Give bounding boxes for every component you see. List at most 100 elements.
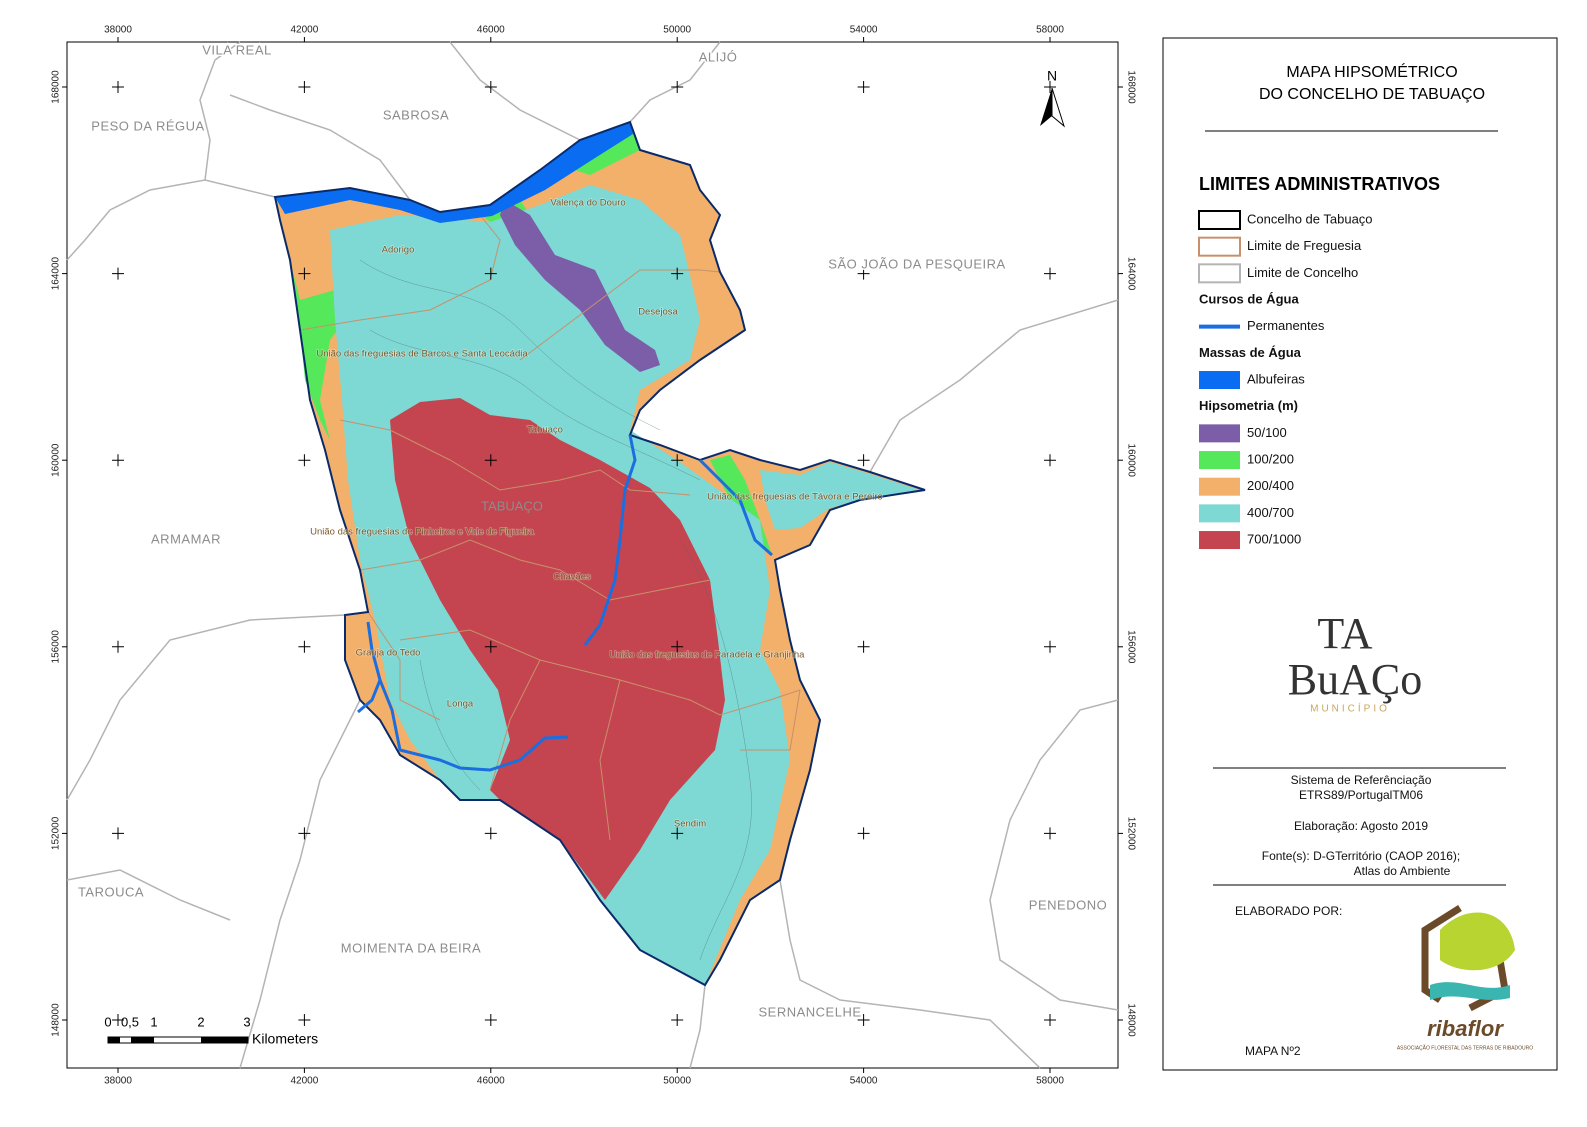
x-tick-label: 42000 [290,25,318,36]
scale-segment [201,1037,248,1043]
legend-label: 200/400 [1247,478,1294,493]
boundary [989,699,1119,1011]
neighbor-label: SERNANCELHE [758,1004,861,1019]
neighbor-label: ALIJÓ [699,49,738,64]
grid-cross [1044,267,1056,280]
parish-line [399,629,801,716]
scale-label: 0 [104,1014,111,1029]
x-tick-label: 50000 [663,1076,691,1087]
association-logo: ribaflor ASSOCIAÇÃO FLORESTAL DAS TERRAS… [1397,905,1533,1051]
contour [369,329,701,481]
y-tick-label: 156000 [51,630,62,664]
info-text: ETRS89/PortugalTM06 [1299,788,1423,802]
legend-swatch [1198,263,1241,284]
y-tick-label: 148000 [1125,1003,1136,1037]
municipality-logo: TA BuAÇo MUNICÍPIO [1288,609,1422,715]
x-tick-label: 38000 [104,1076,132,1087]
x-tick-label: 50000 [663,25,691,36]
grid-cross [298,827,311,840]
neighbor-label: SÃO JOÃO DA PESQUEIRA [828,256,1005,271]
river [698,458,773,557]
parish-label: União das freguesias de Barcos e Santa L… [316,349,528,360]
logo-river [1430,982,1510,1000]
grid-cross [484,81,497,93]
parish-line [599,679,621,841]
north-arrow-left [1040,88,1052,126]
grid-cross [1044,827,1056,840]
x-tick-label: 46000 [477,1076,505,1087]
parish-label: Tabuaço [527,425,563,436]
scale-segment [131,1037,154,1043]
y-tick-label: 160000 [1125,444,1136,478]
legend-label: 400/700 [1247,505,1294,520]
scale-label: 1 [150,1014,157,1029]
grid-cross [1044,640,1056,653]
legend-section-title: Hipsometria (m) [1199,398,1298,413]
parish-label: União das freguesias de Távora e Pereiro [707,492,883,503]
boundary [239,699,361,1069]
scale-label: 2 [197,1014,204,1029]
boundary [229,94,411,201]
grid-cross [112,81,124,93]
neighbor-label: TAROUCA [78,884,144,899]
scale-bar [107,1036,249,1044]
legend-label: 50/100 [1247,425,1287,440]
grid-cross [857,454,870,467]
parish-line [519,269,721,361]
grid-cross [857,81,870,93]
legend-swatch [1199,371,1240,390]
grid-cross [857,1014,870,1026]
grid-cross [298,640,311,653]
grid-cross [1044,1014,1056,1026]
grid-cross [112,1014,124,1026]
logo-subtext: ASSOCIAÇÃO FLORESTAL DAS TERRAS DE RIBAD… [1397,1044,1533,1051]
river [583,434,637,646]
grid-cross [671,454,684,467]
info-text: Atlas do Ambiente [1354,864,1451,878]
legend-swatch [1198,236,1241,257]
zone-50-100 [500,200,660,372]
contour [679,539,752,961]
boundary [199,41,241,181]
scale-unit: Kilometers [252,1031,318,1047]
title-line1: MAPA HIPSOMÉTRICO [1286,62,1457,81]
legend-label: 700/1000 [1247,531,1301,546]
grid-cross [112,267,124,280]
grid-cross [1044,454,1056,467]
grid-cross [112,454,124,467]
north-arrow: N [1040,68,1065,128]
zone-400-700 [760,462,920,530]
legend-section-title: Massas de Água [1199,345,1302,360]
info-text: MAPA Nº2 [1245,1044,1301,1058]
parish-label: Desejosa [638,307,678,318]
y-tick-label: 168000 [51,70,62,104]
x-tick-label: 58000 [1036,1076,1064,1087]
legend-swatch [1198,210,1241,230]
zone-700-1000 [390,398,725,900]
grid-cross [112,827,124,840]
x-tick-label: 38000 [104,25,132,36]
scale-segment [108,1037,120,1043]
logo-text: BuAÇo [1288,655,1422,704]
river [378,679,569,772]
legend-label: 100/200 [1247,451,1294,466]
concelho-outline [273,120,926,987]
legend-swatch [1199,504,1240,523]
parish-label: Longa [447,699,474,710]
reservoir [275,122,633,223]
neighbor-label: PESO DA RÉGUA [91,118,204,133]
neighbor-label: PENEDONO [1029,897,1107,912]
y-tick-label: 168000 [1125,70,1136,104]
x-tick-label: 42000 [290,1076,318,1087]
x-tick-label: 58000 [1036,25,1064,36]
y-tick-label: 160000 [51,443,62,477]
concelho-boundaries [66,41,1119,1069]
parish-line [359,539,711,601]
contour [419,659,481,791]
parish-line [367,611,441,721]
boundary [689,984,706,1069]
neighbor-label: MOIMENTA DA BEIRA [341,940,481,955]
grid-cross [671,1014,684,1026]
legend-section-title: Cursos de Água [1199,291,1299,306]
grid-cross [298,81,311,93]
